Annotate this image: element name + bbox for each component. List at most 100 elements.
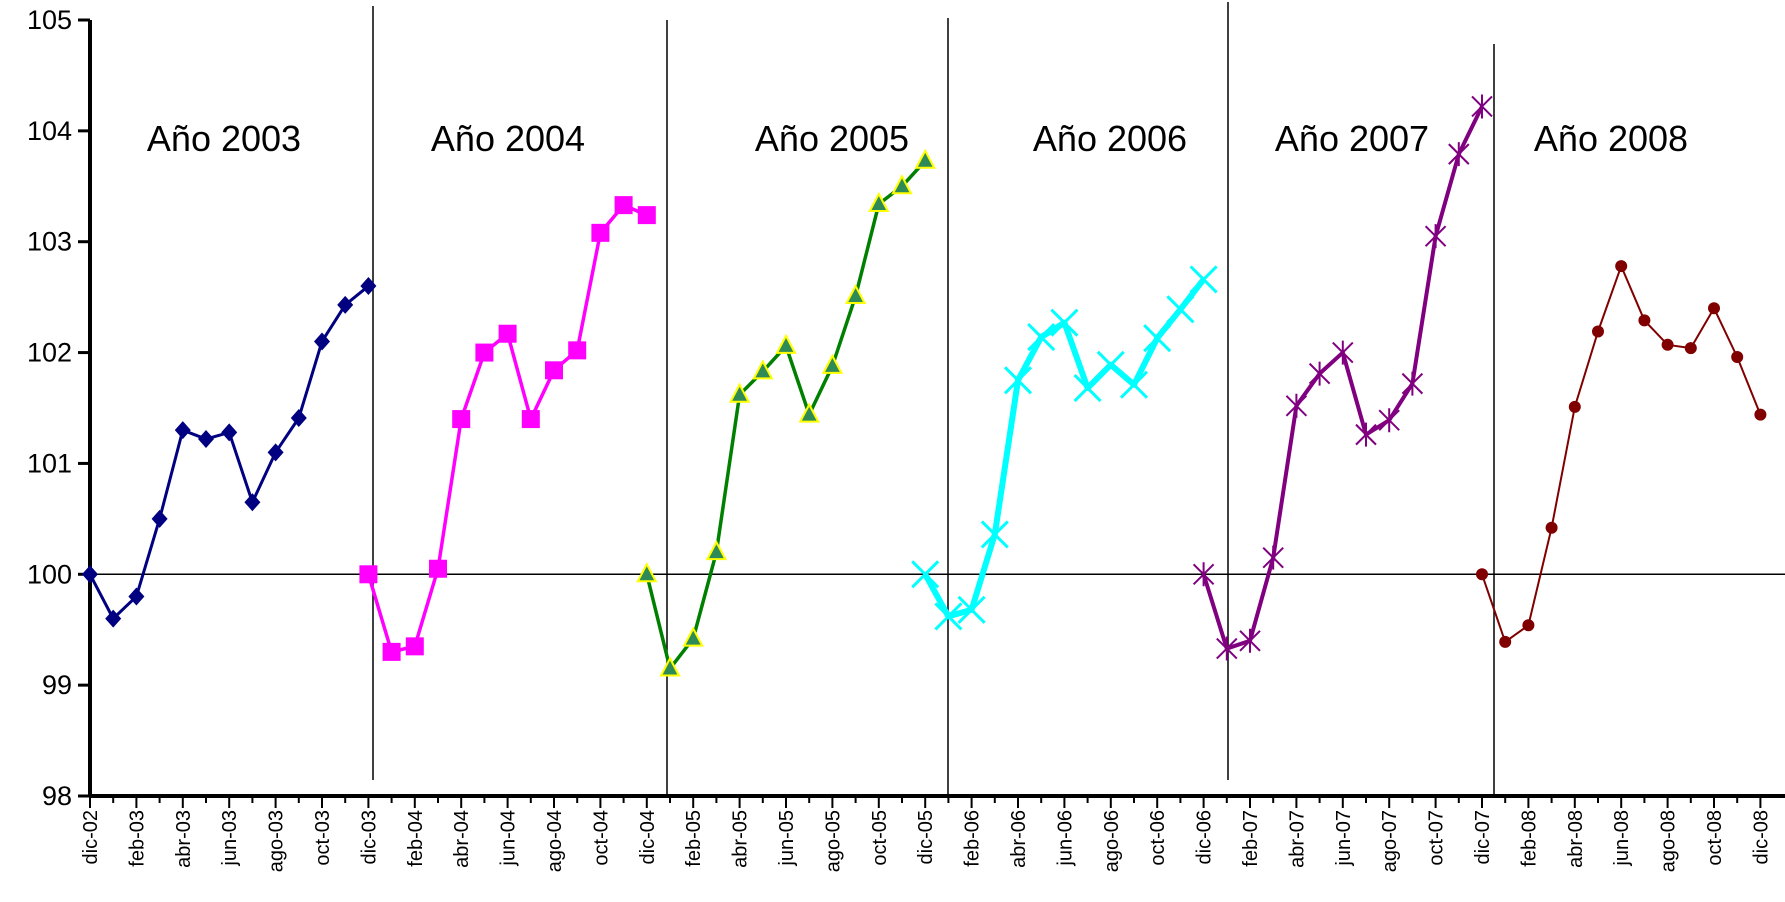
y-tick-label: 103 xyxy=(27,227,72,257)
data-point-marker xyxy=(659,656,681,677)
year-label: Año 2008 xyxy=(1534,118,1688,159)
data-point-marker xyxy=(429,559,447,578)
x-tick-label: feb-08 xyxy=(1518,810,1540,867)
data-point-marker xyxy=(844,283,867,305)
x-tick-label: ago-03 xyxy=(266,810,288,872)
x-tick-label: jun-04 xyxy=(498,810,520,867)
data-point-marker xyxy=(1262,545,1284,570)
x-tick-label: dic-07 xyxy=(1472,810,1494,864)
data-point-marker xyxy=(1166,295,1195,324)
data-point-marker xyxy=(1355,422,1377,447)
data-point-marker xyxy=(382,642,401,661)
data-point-marker xyxy=(1189,265,1218,294)
data-point-marker xyxy=(705,539,728,561)
data-point-marker xyxy=(1378,408,1400,433)
x-tick-label: oct-05 xyxy=(869,810,891,866)
series-line xyxy=(922,277,1206,620)
series-line xyxy=(1201,105,1484,651)
data-point-marker xyxy=(1448,142,1470,167)
y-tick-label: 101 xyxy=(27,448,72,478)
x-tick-label: abr-03 xyxy=(173,810,195,868)
data-point-marker xyxy=(82,565,98,584)
series-line xyxy=(1481,265,1762,643)
x-tick-label: feb-05 xyxy=(683,810,705,867)
x-tick-label: oct-04 xyxy=(590,810,612,866)
x-tick-label: feb-03 xyxy=(126,810,148,867)
x-tick-label: oct-06 xyxy=(1147,810,1169,866)
data-point-marker xyxy=(337,295,354,314)
y-tick-label: 100 xyxy=(27,559,72,589)
data-point-marker xyxy=(682,626,704,647)
data-point-marker xyxy=(1661,338,1674,351)
series-6 xyxy=(1476,260,1767,648)
data-point-marker xyxy=(568,341,587,360)
data-point-marker xyxy=(405,637,424,656)
data-point-marker xyxy=(1401,371,1424,396)
x-tick-label: abr-06 xyxy=(1008,810,1030,868)
x-tick-label: jun-03 xyxy=(219,810,241,867)
data-point-marker xyxy=(1027,322,1056,352)
data-point-marker xyxy=(1708,302,1720,315)
data-point-marker xyxy=(1216,636,1238,661)
data-point-marker xyxy=(1003,366,1033,395)
data-point-marker xyxy=(1192,562,1215,587)
data-point-marker xyxy=(1143,324,1172,353)
data-point-marker xyxy=(1119,370,1149,399)
x-tick-label: jun-06 xyxy=(1054,810,1076,867)
x-tick-label: jun-07 xyxy=(1333,810,1355,867)
data-point-marker xyxy=(798,402,820,423)
data-point-marker xyxy=(1285,393,1308,418)
x-tick-label: ago-04 xyxy=(544,810,566,872)
data-point-marker xyxy=(591,223,610,242)
data-point-marker xyxy=(914,148,936,169)
data-point-marker xyxy=(891,174,913,195)
data-point-marker xyxy=(1471,94,1493,119)
y-tick-label: 99 xyxy=(42,670,72,700)
data-point-marker xyxy=(545,361,563,380)
data-point-marker xyxy=(1050,308,1079,337)
year-label: Año 2005 xyxy=(755,118,909,159)
data-point-marker xyxy=(221,423,238,442)
data-point-marker xyxy=(1308,361,1331,386)
x-tick-label: ago-05 xyxy=(822,810,844,872)
data-point-marker xyxy=(290,408,307,427)
data-point-marker xyxy=(1754,408,1767,421)
series-3 xyxy=(636,148,936,677)
data-point-marker xyxy=(244,493,261,512)
series-2 xyxy=(359,196,656,661)
x-tick-label: dic-06 xyxy=(1194,810,1216,864)
x-tick-label: abr-08 xyxy=(1565,810,1587,868)
data-point-marker xyxy=(1522,619,1535,632)
year-label: Año 2004 xyxy=(431,118,585,159)
data-point-marker xyxy=(636,562,658,583)
x-tick-label: dic-08 xyxy=(1750,810,1772,864)
x-tick-label: ago-06 xyxy=(1101,810,1123,872)
x-tick-label: dic-02 xyxy=(80,810,102,864)
data-point-marker xyxy=(934,602,963,631)
data-point-marker xyxy=(614,196,633,215)
data-point-marker xyxy=(911,560,940,589)
data-point-marker xyxy=(128,587,145,606)
data-point-marker xyxy=(359,565,378,584)
series-1 xyxy=(82,277,377,628)
x-tick-label: jun-08 xyxy=(1611,810,1633,867)
data-point-marker xyxy=(775,333,797,354)
x-tick-label: abr-07 xyxy=(1286,810,1308,868)
series-4 xyxy=(911,265,1218,631)
data-point-marker xyxy=(151,509,168,528)
data-point-marker xyxy=(452,410,471,429)
data-point-marker xyxy=(198,430,214,449)
data-point-marker xyxy=(174,421,191,440)
data-point-marker xyxy=(498,324,517,343)
y-tick-label: 104 xyxy=(27,116,72,146)
data-point-marker xyxy=(957,595,986,624)
data-point-marker xyxy=(1096,350,1125,379)
x-tick-label: dic-05 xyxy=(915,810,937,864)
series-line xyxy=(88,284,370,621)
data-point-marker xyxy=(1568,400,1581,413)
x-tick-label: ago-08 xyxy=(1658,810,1680,872)
data-point-marker xyxy=(1332,340,1354,365)
year-label: Año 2007 xyxy=(1275,118,1429,159)
x-tick-label: ago-07 xyxy=(1379,810,1401,872)
